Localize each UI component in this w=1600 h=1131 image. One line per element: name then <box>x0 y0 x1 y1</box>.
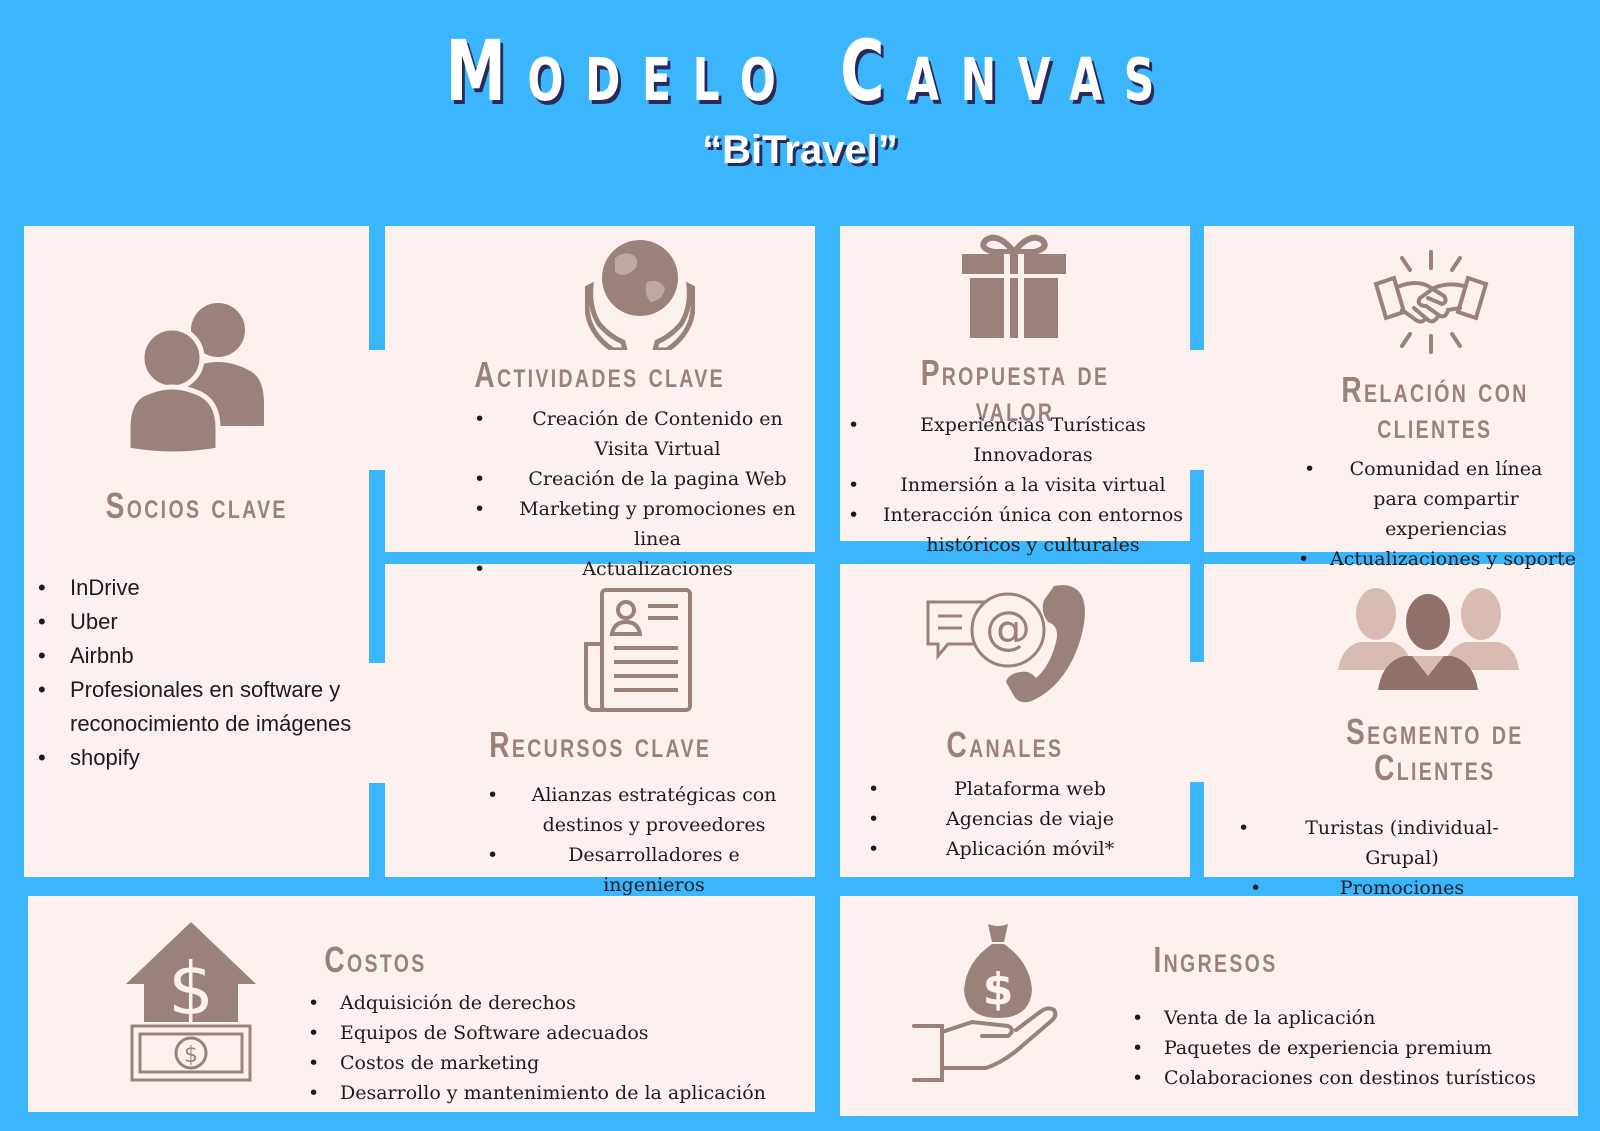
list-item: Venta de la aplicación <box>1132 1003 1564 1033</box>
list-item: Plataforma web <box>868 774 1160 804</box>
relacion-heading: Relación con clientes <box>1341 369 1529 446</box>
list-item: Equipos de Software adecuados <box>308 1018 800 1048</box>
list-item: Alianzas estratégicas con destinos y pro… <box>487 780 789 840</box>
page-subtitle: “BiTravel” <box>702 128 898 172</box>
list-item: Interacción única con entornos histórico… <box>848 500 1186 560</box>
list-item: Promociones <box>1250 873 1522 903</box>
page-title: Modelo Canvas <box>445 22 1176 120</box>
list-item: shopify <box>38 741 360 775</box>
list-item: Marketing y promociones en linea <box>474 494 809 554</box>
socios-list: InDrive Uber Airbnb Profesionales en sof… <box>38 571 360 775</box>
canales-heading: Canales <box>946 724 1064 765</box>
list-item: Profesionales en software y reconocimien… <box>38 673 360 741</box>
ingresos-list: Venta de la aplicación Paquetes de exper… <box>1132 1003 1564 1093</box>
list-item: Adquisición de derechos <box>308 988 800 1018</box>
list-item: Costos de marketing <box>308 1048 800 1078</box>
globe-hands-icon <box>585 238 695 350</box>
list-item: Uber <box>38 605 360 639</box>
svg-text:$: $ <box>983 964 1014 1015</box>
money-bag-hand-icon: $ <box>912 922 1072 1082</box>
segmento-list: Turistas (individual-Grupal) Promociones <box>1238 813 1522 903</box>
money-house-icon: $ $ <box>124 920 258 1082</box>
costos-list: Adquisición de derechos Equipos de Softw… <box>308 988 800 1108</box>
list-item: Desarrolladores e ingenieros <box>487 840 789 900</box>
gift-icon <box>960 230 1068 340</box>
contact-channels-icon: @ <box>924 582 1089 704</box>
list-item: Experiencias Turísticas Innovadoras <box>848 410 1186 470</box>
segmento-heading: Segmento de Clientes <box>1346 711 1524 788</box>
document-icon <box>584 588 694 712</box>
recursos-heading: Recursos clave <box>489 724 711 765</box>
actividades-heading: Actividades clave <box>474 354 726 395</box>
list-item: Turistas (individual-Grupal) <box>1238 813 1534 873</box>
ingresos-heading: Ingresos <box>1153 939 1278 980</box>
canales-list: Plataforma web Agencias de viaje Aplicac… <box>868 774 1160 864</box>
svg-text:$: $ <box>168 947 214 1031</box>
list-item: Desarrollo y mantenimiento de la aplicac… <box>308 1078 800 1108</box>
list-item: Agencias de viaje <box>868 804 1160 834</box>
propuesta-list: Experiencias Turísticas Innovadoras Inme… <box>848 410 1186 560</box>
socios-heading: Socios clave <box>105 485 288 526</box>
actividades-list: Creación de Contenido en Visita Virtual … <box>474 404 809 584</box>
list-item: Actualizaciones <box>474 554 809 584</box>
list-item: InDrive <box>38 571 360 605</box>
list-item: Creación de la pagina Web <box>474 464 809 494</box>
svg-text:@: @ <box>985 601 1031 655</box>
list-item: Creación de Contenido en Visita Virtual <box>474 404 809 464</box>
list-item: Colaboraciones con destinos turísticos <box>1132 1063 1564 1093</box>
propuesta-heading: Propuesta de valor <box>920 352 1110 429</box>
costos-heading: Costos <box>324 939 427 980</box>
list-item: Inmersión a la visita virtual <box>848 470 1186 500</box>
handshake-icon <box>1372 250 1490 354</box>
list-item: Paquetes de experiencia premium <box>1132 1033 1564 1063</box>
relacion-list: Comunidad en línea para compartir experi… <box>1298 454 1576 574</box>
customer-group-icon <box>1336 586 1521 692</box>
recursos-list: Alianzas estratégicas con destinos y pro… <box>487 780 789 900</box>
list-item: Airbnb <box>38 639 360 673</box>
list-item: Comunidad en línea para compartir experi… <box>1304 454 1556 544</box>
people-icon <box>126 300 266 460</box>
svg-text:$: $ <box>184 1043 198 1068</box>
list-item: Actualizaciones y soporte <box>1298 544 1576 574</box>
list-item: Aplicación móvil* <box>868 834 1160 864</box>
